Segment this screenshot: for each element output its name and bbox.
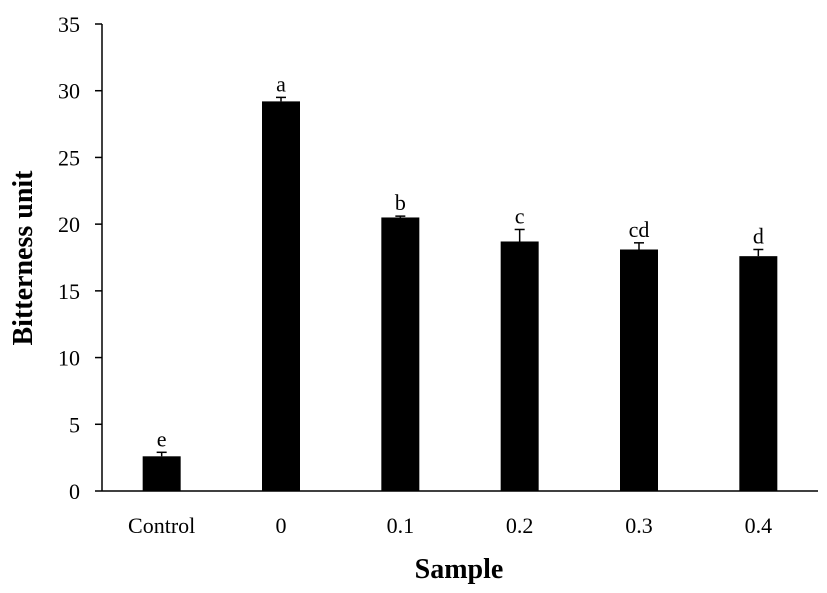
x-tick-label: 0 [276, 513, 287, 538]
y-axis-title: Bitterness unit [8, 170, 39, 346]
error-bars [156, 96, 764, 457]
bar [620, 249, 658, 491]
significance-label: c [515, 203, 525, 228]
bar [381, 217, 420, 491]
y-tick-label: 5 [69, 412, 80, 437]
bar [262, 101, 300, 491]
y-tick-label: 20 [58, 212, 80, 237]
y-tick-label: 25 [58, 145, 80, 170]
y-tick-label: 0 [69, 479, 80, 504]
bar [739, 256, 778, 491]
x-tick-label: 0.1 [387, 513, 415, 538]
bar [142, 456, 181, 491]
x-axis-title: Sample [415, 554, 504, 585]
significance-label: d [753, 223, 764, 248]
significance-labels: e a b c cd d [157, 71, 764, 451]
x-tick-label: 0.3 [625, 513, 653, 538]
bar [500, 241, 539, 491]
x-tick-label: Control [128, 513, 195, 538]
y-tick-label: 10 [58, 346, 80, 371]
y-tick-label: 15 [58, 279, 80, 304]
y-axis: 0 5 10 15 20 25 30 35 [58, 12, 103, 504]
x-tick-label: 0.2 [506, 513, 534, 538]
significance-label: a [276, 71, 286, 96]
bars [142, 101, 778, 491]
x-axis: Control 0 0.1 0.2 0.3 0.4 [102, 490, 818, 538]
y-tick-label: 35 [58, 12, 80, 37]
significance-label: b [395, 190, 406, 215]
x-tick-label: 0.4 [745, 513, 773, 538]
y-tick-label: 30 [58, 79, 80, 104]
significance-label: cd [629, 217, 650, 242]
significance-label: e [157, 426, 167, 451]
